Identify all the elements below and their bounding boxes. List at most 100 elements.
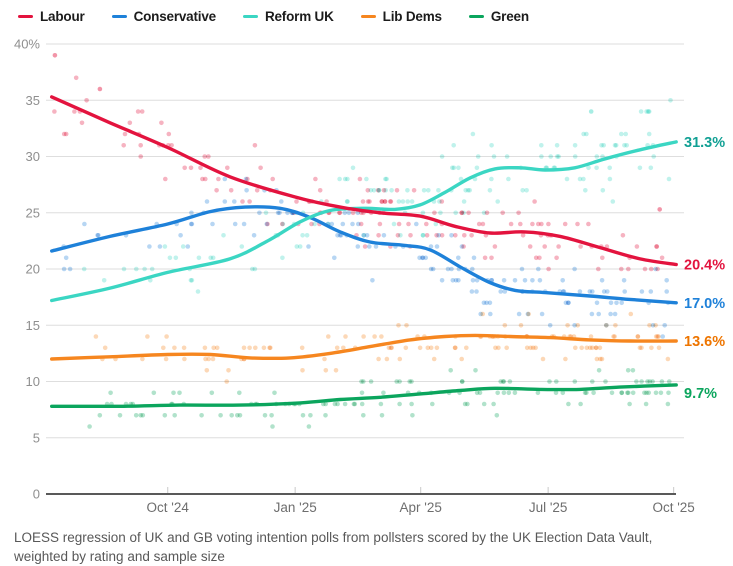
conservative-poll-dot [456, 255, 461, 261]
green-poll-dot [359, 401, 365, 407]
labour-poll-dot [270, 176, 276, 182]
labour-poll-dot [350, 210, 356, 216]
labour-poll-dot [648, 266, 654, 272]
conservative-poll-dot [188, 221, 194, 227]
reform-uk-poll-dot [405, 199, 411, 204]
labour-poll-dot [518, 221, 523, 227]
conservative-poll-dot [329, 221, 335, 227]
green-poll-dot [235, 413, 240, 418]
reform-uk-poll-dot [668, 98, 673, 103]
green-poll-dot [582, 390, 588, 396]
conservative-poll-dot [449, 233, 454, 238]
green-poll-dot [630, 368, 636, 373]
reform-uk-poll-dot [613, 143, 619, 148]
green-poll-dot [477, 390, 483, 396]
labour-loess-line [50, 95, 678, 267]
lib-dems-poll-dot [145, 334, 150, 339]
green-poll-dot [645, 379, 650, 384]
reform-uk-poll-dot [506, 176, 511, 182]
labour-poll-dot [225, 165, 230, 171]
labour-poll-dot [166, 131, 172, 137]
y-axis-label: 5 [33, 430, 40, 445]
lib-dems-poll-dot [587, 345, 593, 351]
conservative-poll-dot [241, 221, 247, 227]
lib-dems-poll-dot [241, 345, 247, 351]
legend-swatch-icon [111, 14, 127, 19]
lib-dems-poll-dot [502, 323, 508, 328]
reform-uk-poll-dot [475, 154, 481, 159]
green-poll-dot [218, 413, 223, 418]
labour-poll-dot [492, 244, 498, 249]
conservative-poll-dot [453, 278, 459, 283]
green-poll-dot [323, 413, 328, 418]
reform-uk-poll-dot [384, 176, 389, 182]
labour-poll-dot [138, 154, 143, 159]
lib-dems-poll-dot [649, 345, 654, 351]
labour-poll-dot [469, 233, 474, 238]
green-poll-dot [667, 379, 672, 384]
lib-dems-poll-dot [597, 345, 603, 351]
conservative-poll-dot [277, 210, 282, 216]
labour-poll-dot [626, 266, 631, 272]
green-poll-dot [359, 390, 365, 396]
conservative-poll-dot [516, 311, 522, 317]
y-axis-label: 40% [14, 37, 40, 52]
legend-item-conservative: Conservative [111, 9, 216, 24]
conservative-poll-dot [612, 311, 618, 317]
x-axis-label: Jan '25 [274, 500, 317, 515]
labour-poll-dot [408, 233, 413, 238]
reform-uk-poll-dot [458, 176, 464, 182]
labour-poll-dot [317, 188, 323, 193]
conservative-poll-dot [604, 323, 609, 328]
lib-dems-poll-dot [434, 345, 440, 351]
lib-dems-poll-dot [322, 356, 327, 362]
reform-uk-poll-dot [81, 266, 87, 272]
labour-poll-dot [202, 154, 207, 159]
labour-poll-dot [381, 188, 387, 193]
reform-uk-poll-dot [470, 131, 476, 137]
conservative-poll-dot [257, 210, 262, 216]
lib-dems-poll-dot [397, 356, 403, 362]
lib-dems-poll-dot [247, 345, 252, 351]
reform-uk-poll-dot [623, 131, 628, 137]
labour-poll-dot [365, 188, 371, 193]
conservative-poll-dot [469, 289, 475, 294]
labour-poll-dot [439, 199, 445, 204]
reform-uk-poll-dot [572, 143, 578, 148]
conservative-poll-dot [439, 278, 445, 283]
reform-uk-poll-dot [409, 199, 415, 204]
green-poll-dot [321, 401, 326, 407]
reform-uk-poll-dot [524, 188, 529, 193]
labour-poll-dot [121, 143, 126, 148]
green-poll-dot [643, 401, 649, 407]
conservative-poll-dot [639, 289, 645, 294]
reform-uk-poll-dot [142, 266, 147, 272]
green-poll-dot [506, 390, 512, 396]
green-poll-dot [658, 390, 664, 396]
lib-dems-poll-dot [182, 356, 187, 362]
reform-uk-poll-dot [586, 165, 591, 171]
conservative-poll-dot [381, 233, 387, 238]
reform-uk-poll-dot [304, 233, 310, 238]
labour-poll-dot [642, 266, 648, 272]
green-poll-dot [512, 390, 518, 396]
lib-dems-poll-dot [181, 345, 187, 351]
lib-dems-poll-dot [299, 345, 305, 351]
green-poll-dot [351, 401, 357, 407]
legend-item-lib-dems: Lib Dems [360, 9, 442, 24]
reform-uk-poll-dot [607, 176, 613, 182]
labour-poll-dot [313, 176, 318, 182]
lib-dems-poll-dot [326, 334, 331, 339]
conservative-poll-dot [346, 210, 352, 216]
labour-poll-dot [532, 199, 537, 204]
conservative-poll-dot [355, 244, 361, 249]
labour-poll-dot [461, 244, 466, 249]
lib-dems-poll-dot [611, 334, 616, 339]
labour-poll-dot [72, 109, 77, 114]
reform-uk-poll-dot [433, 221, 439, 227]
conservative-poll-dot [572, 266, 577, 272]
conservative-poll-dot [648, 289, 654, 294]
conservative-poll-dot [335, 233, 340, 238]
lib-dems-poll-dot [323, 368, 329, 373]
